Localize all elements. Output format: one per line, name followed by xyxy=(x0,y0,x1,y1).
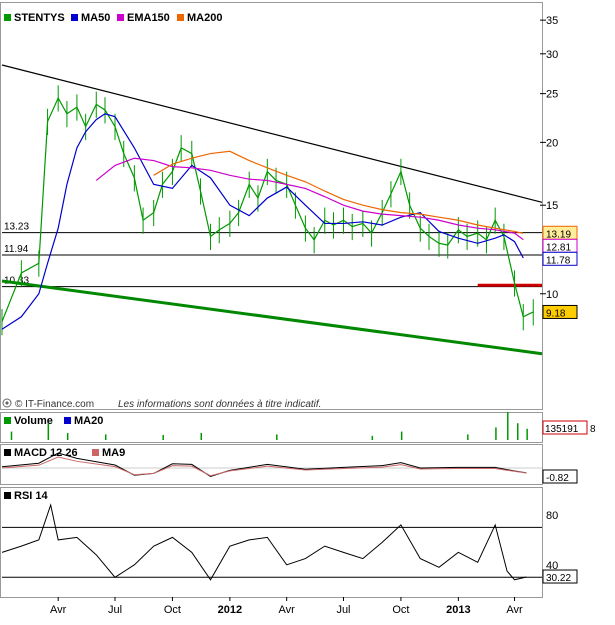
price-axis: 35 30 25 20 15 10 xyxy=(546,15,558,301)
volume-panel: Volume MA20 135191 8 xyxy=(4,412,596,440)
macd-last-badge xyxy=(542,469,578,484)
series-macd xyxy=(1,452,527,477)
legend-label: MA50 xyxy=(81,12,110,24)
volume-bar xyxy=(200,433,203,440)
copyright-text: © IT-Finance.com xyxy=(15,399,94,410)
volume-bar xyxy=(517,423,519,440)
time-tick-label: Jul xyxy=(336,604,350,616)
series-ma50 xyxy=(1,113,524,330)
last-value-badge xyxy=(542,304,578,319)
volume-bar xyxy=(105,434,107,440)
rsi-last-badge xyxy=(542,569,578,584)
volume-bar xyxy=(400,431,403,440)
rsi-last-label: 30.22 xyxy=(546,573,571,584)
legend-label: Volume xyxy=(14,415,53,427)
volume-ma-label: 8 xyxy=(590,424,596,435)
time-tick-label: Jul xyxy=(108,604,122,616)
volume-bar xyxy=(371,435,374,440)
price-panel-frame xyxy=(0,2,543,410)
price-levels: 13.23 11.94 10.33 xyxy=(2,222,542,288)
price-tick-label: 10 xyxy=(546,289,558,301)
series-ma200 xyxy=(153,150,524,234)
rsi-panel-frame xyxy=(0,487,543,598)
time-tick-label: 2013 xyxy=(446,604,470,616)
last-value-label: 9.18 xyxy=(546,308,566,319)
price-grid xyxy=(540,19,546,295)
price-series xyxy=(1,85,534,336)
price-tick-label: 35 xyxy=(546,15,558,27)
price-tick-label: 30 xyxy=(546,49,558,61)
legend-label: RSI 14 xyxy=(14,490,49,502)
time-tick-label: Avr xyxy=(50,604,67,616)
last-value-label: 12.81 xyxy=(546,242,571,253)
legend-label: MA20 xyxy=(74,415,103,427)
series-macd-ma9 xyxy=(1,456,527,477)
volume-bar xyxy=(467,434,469,440)
last-value-label: 11.78 xyxy=(546,255,571,266)
volume-last-badge xyxy=(542,420,588,435)
last-value-badges: 13.19 12.81 11.78 9.18 xyxy=(542,225,578,319)
legend-label: EMA150 xyxy=(127,12,170,24)
legend-label: MA9 xyxy=(102,447,125,459)
legend-label: MA200 xyxy=(187,12,222,24)
disclaimer-text: Les informations sont données à titre in… xyxy=(118,399,321,410)
line-icon xyxy=(4,449,11,456)
series-ema150 xyxy=(95,157,524,241)
rsi-tick-label: 80 xyxy=(546,510,558,522)
price-tick-label: 20 xyxy=(546,137,558,149)
legend-label: MACD 12 26 xyxy=(14,447,78,459)
time-axis: Avr Jul Oct 2012 Avr Jul Oct 2013 Avr xyxy=(50,597,523,616)
line-icon xyxy=(4,492,11,499)
line-icon xyxy=(117,14,124,21)
trendlines xyxy=(1,64,543,356)
candlestick-icon xyxy=(4,14,11,21)
time-tick-label: Avr xyxy=(506,604,523,616)
volume-bar xyxy=(507,412,509,440)
time-tick-label: 2012 xyxy=(218,604,242,616)
price-tick-label: 15 xyxy=(546,200,558,212)
level-label: 13.23 xyxy=(4,222,29,233)
moving-average-series xyxy=(1,113,524,330)
volume-bar xyxy=(10,431,13,440)
trendline-support xyxy=(1,279,543,356)
it-finance-logo-icon xyxy=(2,398,12,408)
trendline-resistance xyxy=(1,64,543,203)
time-tick-label: Oct xyxy=(164,604,181,616)
price-line xyxy=(1,96,534,322)
series-rsi xyxy=(1,503,527,581)
bar-icon xyxy=(4,417,11,424)
price-legend: STENTYS MA50 EMA150 MA200 xyxy=(4,12,222,24)
volume-bar xyxy=(276,434,278,440)
line-icon xyxy=(64,417,71,424)
level-label: 10.33 xyxy=(4,276,29,287)
price-tick-label: 25 xyxy=(546,89,558,101)
last-value-label: 13.19 xyxy=(546,229,571,240)
credit-line: © IT-Finance.com Les informations sont d… xyxy=(2,398,321,410)
line-icon xyxy=(71,14,78,21)
time-tick-label: Avr xyxy=(279,604,296,616)
volume-last-label: 135191 xyxy=(545,424,579,435)
legend-label: STENTYS xyxy=(14,12,65,24)
macd-last-label: -0.82 xyxy=(546,473,569,484)
volume-bar xyxy=(495,427,497,440)
line-icon xyxy=(92,449,99,456)
line-icon xyxy=(177,14,184,21)
volume-bar xyxy=(162,434,164,440)
rsi-tick-label: 40 xyxy=(546,560,558,572)
volume-bar xyxy=(47,423,50,440)
macd-panel: MACD 12 26 MA9 -0.82 xyxy=(1,447,578,484)
volume-bar xyxy=(66,433,69,440)
level-label: 11.94 xyxy=(4,244,29,255)
last-value-badge xyxy=(542,251,578,266)
volume-bar xyxy=(526,428,528,440)
macd-panel-frame xyxy=(0,444,543,485)
time-tick-label: Oct xyxy=(392,604,409,616)
